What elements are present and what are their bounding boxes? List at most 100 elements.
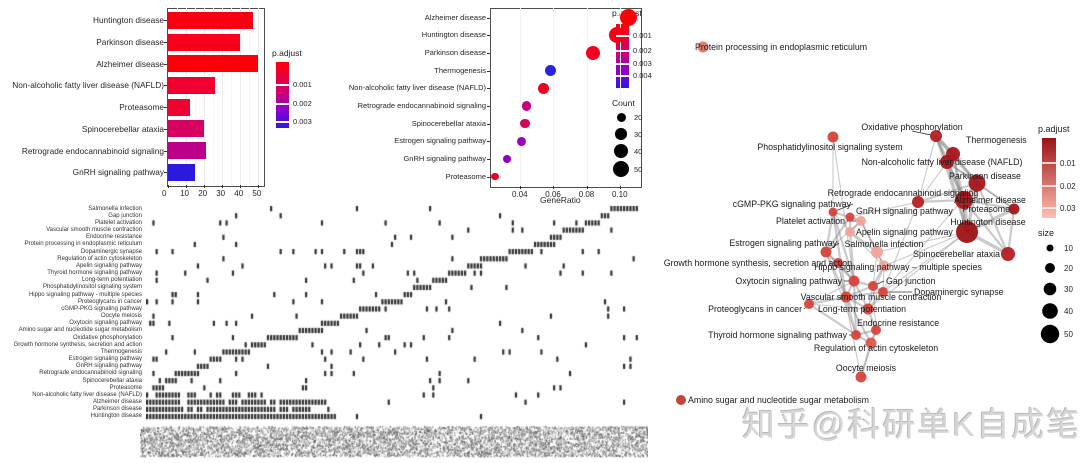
- pathway-node: [940, 155, 954, 169]
- dotplot-x-tick: [586, 186, 588, 189]
- pathway-node-label: cGMP-PKG signaling pathway: [733, 199, 852, 209]
- dotplot-legend-tick-label: 0.002: [633, 46, 652, 55]
- pathway-node: [804, 299, 814, 309]
- heatplot-row-label: GnRH signaling pathway: [75, 363, 142, 370]
- dotplot-legend-count-title: Count: [612, 98, 635, 108]
- barplot-x-tick: [258, 185, 260, 188]
- pathway-node-label: Amino sugar and nucleotide sugar metabol…: [688, 395, 869, 405]
- network-edge: [975, 182, 1010, 255]
- dotplot-y-tick: [487, 88, 490, 90]
- barplot-gridline: [249, 8, 251, 185]
- network-edge: [1006, 208, 1016, 255]
- pathway-node-label: Phosphatidylinositol signaling system: [757, 142, 902, 152]
- network-edge: [860, 220, 885, 267]
- network-edge: [808, 303, 869, 310]
- pathway-node-label: Proteasome: [963, 204, 1011, 214]
- dotplot-x-tick-label: 0.04: [512, 190, 528, 199]
- network-edge: [849, 201, 919, 218]
- dotplot-legend-tick-label: 0.004: [633, 71, 652, 80]
- dotplot-legend-tick-label: 0.001: [633, 31, 652, 40]
- pathway-node-label: Oxytocin signaling pathway: [735, 276, 842, 286]
- pathway-bar: [168, 33, 241, 51]
- dotplot-x-tick-label: 0.08: [578, 190, 595, 199]
- pathway-node-label: Dopaminergic synapse: [914, 287, 1004, 297]
- pathway-bar: [168, 120, 205, 138]
- barplot-x-tick: [186, 185, 188, 188]
- pathway-node: [840, 291, 852, 303]
- pathway-node: [956, 221, 978, 243]
- dotplot-y-tick: [487, 52, 490, 54]
- barplot-category-label: Non-alcoholic fatty liver disease (NAFLD…: [12, 80, 164, 91]
- dotplot-category-label: Estrogen signaling pathway: [394, 136, 486, 146]
- size-legend-label: 40: [1064, 307, 1073, 316]
- heatplot-row-label: Oxytocin signaling pathway: [69, 320, 142, 327]
- network-legend-size-title: size: [1038, 228, 1054, 238]
- barplot-category-label: Proteasome: [119, 102, 164, 113]
- heatplot-row-label: Gap junction: [108, 212, 142, 219]
- pathway-node-label: Thyroid hormone signaling pathway: [708, 330, 847, 340]
- network-edge: [860, 329, 877, 378]
- pathway-bar: [168, 55, 259, 73]
- barplot-gridline: [222, 8, 224, 185]
- network-edge: [963, 199, 1009, 255]
- pathway-node-label: Thermogenesis: [966, 135, 1027, 145]
- pathway-node: [827, 131, 839, 143]
- network-edge: [831, 211, 856, 282]
- heatplot-row-label: Dopaminergic synapse: [80, 248, 142, 255]
- zhihu-watermark: 知乎@科研单K自成笔记: [742, 406, 1080, 443]
- label-leader-line: [830, 242, 840, 250]
- dotplot-y-tick: [487, 35, 490, 37]
- barplot-gridline: [231, 8, 233, 185]
- barplot-x-tick-label: 50: [252, 189, 262, 198]
- pathway-node-label: Vascular smooth muscle contraction: [801, 292, 942, 302]
- dotplot-legend-tick: [616, 63, 629, 65]
- heatplot-row-label: Thyroid hormone signaling pathway: [47, 270, 142, 277]
- count-legend-label: 50: [634, 165, 643, 174]
- heatplot-row-label: cGMP-PKG signaling pathway: [61, 305, 142, 312]
- generatio-dot: [502, 155, 511, 164]
- pathway-node: [676, 395, 686, 405]
- dotplot-category-label: Spinocerebellar ataxia: [411, 118, 486, 128]
- generatio-dot: [538, 82, 549, 94]
- barplot-legend-tick-label: 0.003: [293, 117, 312, 126]
- barplot-gridline: [186, 8, 188, 185]
- dotplot-y-tick: [487, 159, 490, 161]
- pathway-node: [820, 246, 832, 258]
- pathway-node: [828, 207, 838, 217]
- generatio-dot: [544, 65, 556, 77]
- network-edge: [837, 262, 862, 378]
- barplot-y-tick: [164, 107, 167, 109]
- network-node-labels: Protein processing in endoplasmic reticu…: [664, 42, 1027, 405]
- count-legend-dot: [612, 160, 630, 178]
- dotplot-gridline: [586, 8, 588, 186]
- network-edge: [832, 136, 855, 282]
- network-edge: [808, 295, 847, 306]
- dotplot-gridline: [520, 8, 521, 186]
- barplot-x-tick-label: 20: [198, 189, 208, 198]
- pathway-node: [856, 216, 866, 226]
- network-edge: [849, 231, 885, 267]
- pathway-node: [865, 337, 877, 349]
- network-edge: [808, 280, 855, 305]
- barplot-category-label: Parkinson disease: [96, 37, 164, 47]
- heatplot-row-label: Growth hormone synthesis, secretion and …: [13, 341, 142, 348]
- network-edge: [825, 251, 857, 336]
- pathway-node-label: Apelin signaling pathway: [856, 227, 953, 237]
- network-edge: [845, 290, 884, 299]
- heatplot-row-label: Parkinson disease: [92, 406, 142, 413]
- dotplot-gridline: [620, 8, 621, 186]
- pathway-node: [871, 246, 883, 258]
- pathway-node: [697, 41, 709, 53]
- dotplot-category-label: Non-alcoholic fatty liver disease (NAFLD…: [348, 83, 486, 93]
- barplot-x-tick-label: 40: [234, 189, 244, 198]
- size-legend-dot: [1046, 244, 1054, 252]
- heatplot-row-label: Hippo signaling pathway - multiple speci…: [28, 291, 142, 298]
- size-legend-dot: [1045, 263, 1055, 273]
- barplot-x-tick: [240, 185, 242, 188]
- pathway-node: [855, 371, 867, 383]
- network-edge: [845, 296, 872, 344]
- pathway-node: [851, 330, 861, 340]
- barplot-legend-tick: [276, 84, 289, 86]
- pathway-node-label: Salmonella infection: [845, 239, 924, 249]
